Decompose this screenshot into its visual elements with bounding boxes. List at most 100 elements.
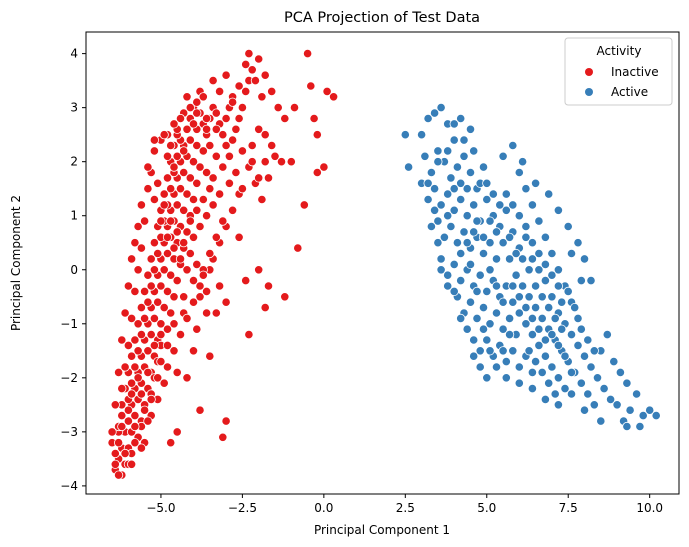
- point-active: [521, 221, 531, 232]
- point-inactive: [182, 189, 192, 199]
- point-active: [429, 108, 440, 118]
- point-active: [521, 232, 531, 242]
- point-active: [521, 319, 531, 329]
- point-active: [465, 259, 476, 269]
- point-inactive: [185, 248, 195, 259]
- point-inactive: [130, 286, 140, 296]
- point-active: [631, 389, 642, 399]
- point-inactive: [211, 108, 221, 118]
- point-inactive: [289, 103, 300, 113]
- point-active: [517, 281, 528, 291]
- point-inactive: [143, 346, 153, 356]
- point-inactive: [162, 324, 173, 334]
- point-active: [645, 405, 655, 415]
- point-inactive: [228, 205, 238, 215]
- point-inactive: [309, 113, 319, 124]
- point-inactive: [254, 124, 264, 134]
- point-inactive: [182, 227, 192, 237]
- point-active: [433, 157, 443, 167]
- point-active: [566, 367, 577, 377]
- point-inactive: [136, 302, 146, 313]
- point-active: [456, 275, 466, 286]
- point-active: [544, 189, 554, 199]
- point-active: [544, 378, 554, 388]
- point-active: [436, 254, 446, 264]
- point-inactive: [146, 329, 156, 340]
- point-inactive: [123, 416, 133, 426]
- point-inactive: [169, 119, 179, 129]
- point-inactive: [215, 281, 225, 291]
- point-inactive: [162, 340, 173, 350]
- point-inactive: [162, 232, 173, 242]
- point-inactive: [328, 92, 339, 102]
- point-active: [596, 416, 606, 426]
- point-active: [583, 389, 593, 399]
- point-active: [456, 313, 466, 323]
- point-inactive: [130, 362, 140, 372]
- point-inactive: [237, 146, 247, 156]
- point-active: [524, 265, 534, 275]
- point-inactive: [162, 151, 173, 161]
- point-inactive: [188, 275, 199, 286]
- point-active: [540, 232, 551, 242]
- point-active: [550, 389, 560, 399]
- point-inactive: [188, 297, 199, 307]
- point-active: [534, 248, 544, 259]
- point-active: [403, 162, 414, 172]
- point-inactive: [221, 113, 231, 124]
- point-active: [478, 324, 489, 334]
- point-inactive: [247, 140, 257, 151]
- point-active: [485, 265, 495, 275]
- point-inactive: [237, 103, 247, 113]
- point-active: [576, 275, 586, 286]
- point-active: [638, 410, 648, 421]
- point-active: [436, 265, 446, 275]
- point-active: [524, 292, 534, 302]
- point-active: [508, 140, 518, 151]
- point-active: [579, 254, 590, 264]
- point-inactive: [322, 86, 332, 97]
- point-active: [553, 265, 564, 275]
- point-active: [420, 151, 430, 161]
- point-active: [443, 146, 453, 156]
- point-active: [573, 313, 583, 323]
- point-active: [472, 216, 482, 226]
- point-inactive: [312, 130, 322, 140]
- point-inactive: [110, 400, 120, 410]
- point-inactive: [244, 48, 254, 59]
- point-inactive: [153, 373, 163, 383]
- point-inactive: [211, 232, 221, 242]
- point-inactive: [208, 76, 218, 86]
- point-inactive: [192, 324, 202, 334]
- point-active: [429, 205, 440, 215]
- point-active: [602, 329, 612, 340]
- point-inactive: [192, 97, 202, 107]
- point-active: [469, 335, 479, 345]
- point-inactive: [260, 70, 270, 80]
- point-active: [605, 394, 616, 404]
- point-active: [576, 378, 586, 388]
- point-inactive: [130, 438, 140, 448]
- point-active: [524, 346, 534, 356]
- point-inactive: [153, 178, 163, 188]
- point-active: [527, 383, 538, 394]
- point-inactive: [260, 302, 270, 313]
- point-active: [517, 254, 528, 264]
- point-inactive: [185, 173, 195, 183]
- point-active: [511, 270, 521, 280]
- point-inactive: [179, 167, 189, 178]
- point-inactive: [263, 281, 274, 291]
- point-active: [527, 313, 538, 323]
- point-active: [527, 329, 538, 340]
- point-active: [579, 351, 590, 361]
- point-active: [566, 389, 577, 399]
- point-inactive: [205, 184, 215, 194]
- point-inactive: [136, 389, 146, 399]
- legend: Activity Inactive Active: [564, 37, 673, 106]
- point-inactive: [143, 416, 153, 426]
- point-active: [423, 113, 433, 124]
- point-active: [491, 362, 502, 372]
- point-inactive: [120, 448, 130, 459]
- point-active: [433, 238, 443, 248]
- point-active: [423, 178, 433, 188]
